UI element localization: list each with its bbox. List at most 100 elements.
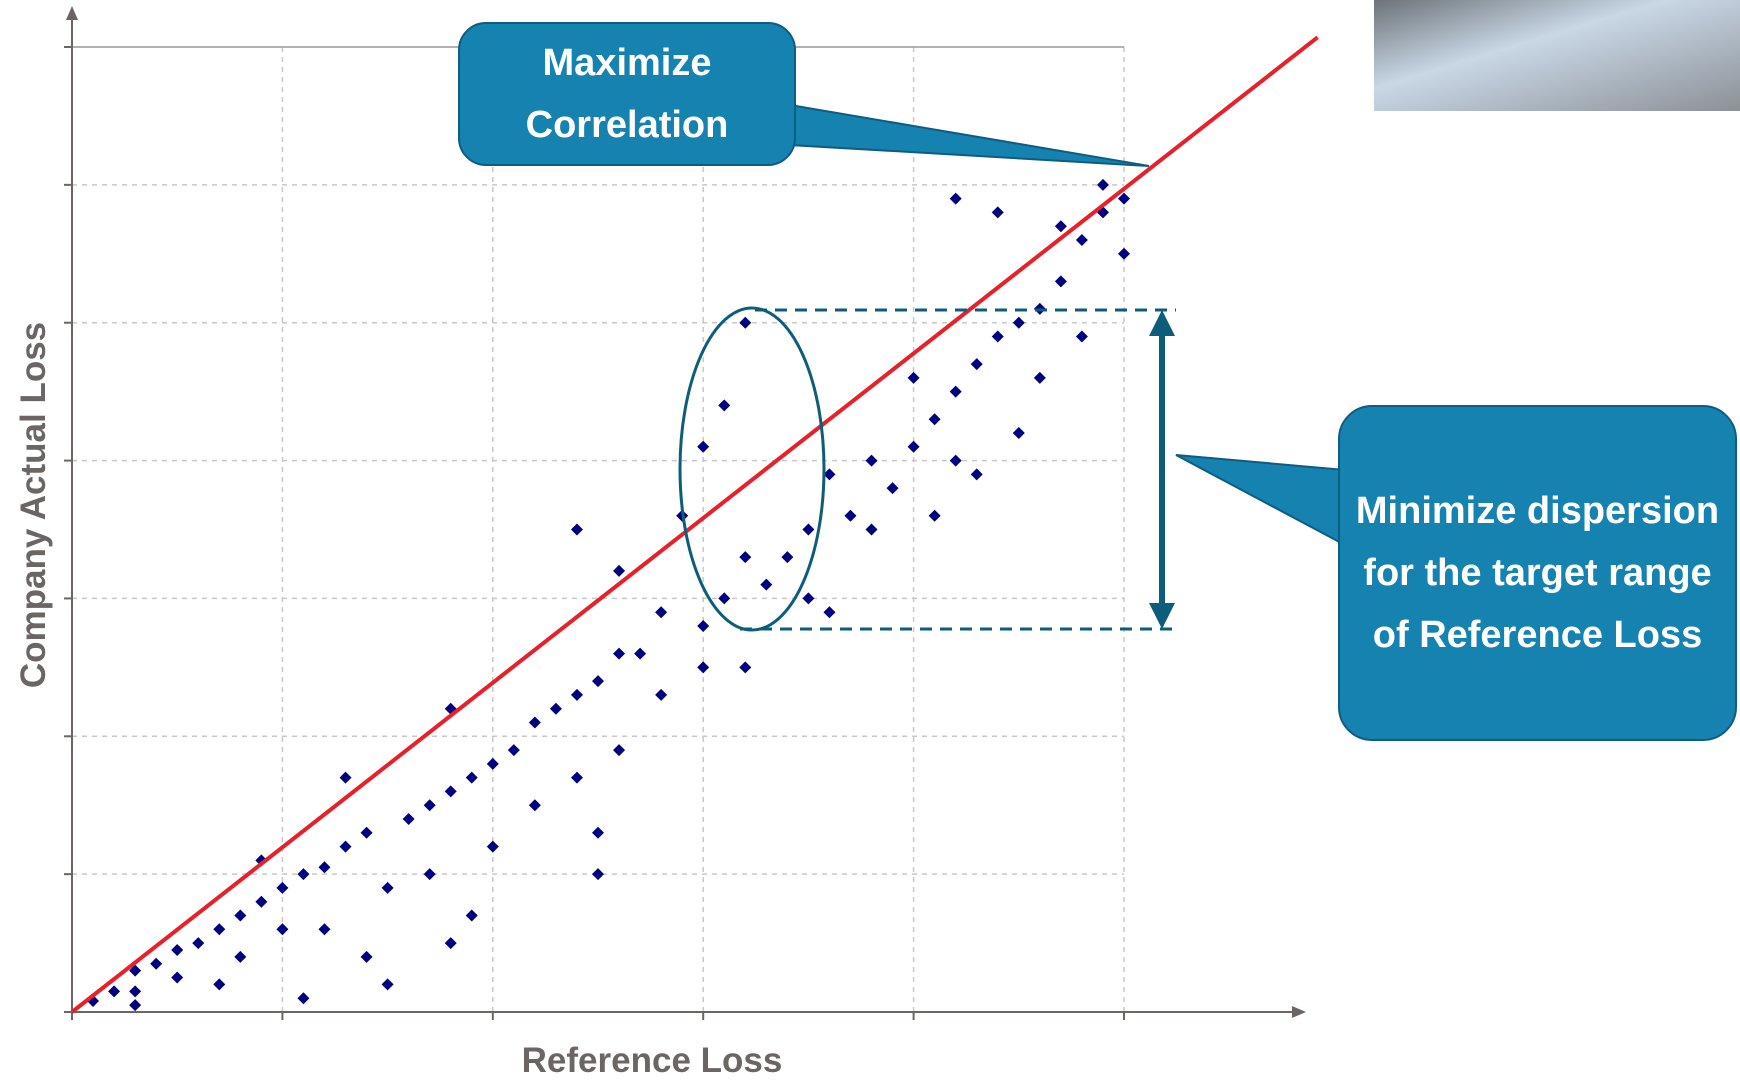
callout: Minimize dispersion for the target range… [1338, 405, 1737, 741]
point [971, 358, 983, 370]
point [487, 841, 499, 853]
point [1013, 317, 1025, 329]
point [361, 951, 373, 963]
point [213, 923, 225, 935]
point [297, 868, 309, 880]
point [592, 868, 604, 880]
point [992, 206, 1004, 218]
point [634, 648, 646, 660]
point [866, 455, 878, 467]
point [529, 799, 541, 811]
point [739, 551, 751, 563]
point [929, 413, 941, 425]
point [213, 978, 225, 990]
point [382, 882, 394, 894]
point [655, 689, 667, 701]
point [613, 744, 625, 756]
point [255, 896, 267, 908]
point [950, 193, 962, 205]
callout-tail [1176, 455, 1345, 545]
point [340, 772, 352, 784]
point [234, 951, 246, 963]
point [466, 910, 478, 922]
point [802, 524, 814, 536]
point [1076, 234, 1088, 246]
point [508, 744, 520, 756]
point [1097, 179, 1109, 191]
x-axis-title: Reference Loss [522, 1041, 783, 1080]
point [950, 386, 962, 398]
point [908, 441, 920, 453]
point [1055, 275, 1067, 287]
point [823, 606, 835, 618]
highlight-ellipse [680, 308, 824, 630]
y-axis-title: Company Actual Loss [14, 322, 53, 688]
page: Reference Loss Company Actual Loss Maxim… [0, 0, 1740, 1084]
point [550, 703, 562, 715]
point [613, 648, 625, 660]
point [1013, 427, 1025, 439]
point [171, 972, 183, 984]
point [403, 813, 415, 825]
point [276, 923, 288, 935]
point [445, 785, 457, 797]
fit-line [72, 37, 1318, 1012]
point [613, 565, 625, 577]
point [760, 579, 772, 591]
point [234, 910, 246, 922]
point [318, 861, 330, 873]
point [697, 661, 709, 673]
point [718, 399, 730, 411]
point [1034, 372, 1046, 384]
point [171, 944, 183, 956]
point [655, 606, 667, 618]
point [108, 985, 120, 997]
point [781, 551, 793, 563]
point [571, 689, 583, 701]
point [887, 482, 899, 494]
range-arrow-head [1149, 603, 1175, 629]
point [950, 455, 962, 467]
point [697, 441, 709, 453]
point [361, 827, 373, 839]
point [929, 510, 941, 522]
point [382, 978, 394, 990]
puzzle-image [1374, 0, 1740, 111]
range-arrow-head [1149, 310, 1175, 336]
point [192, 937, 204, 949]
point [129, 999, 141, 1011]
point [1055, 220, 1067, 232]
point [992, 331, 1004, 343]
callout-tail [790, 105, 1149, 166]
point [571, 524, 583, 536]
point [445, 937, 457, 949]
point [340, 841, 352, 853]
point [739, 661, 751, 673]
point [529, 717, 541, 729]
point [866, 524, 878, 536]
point [908, 372, 920, 384]
point [466, 772, 478, 784]
point [276, 882, 288, 894]
point [571, 772, 583, 784]
point [297, 992, 309, 1004]
point [424, 868, 436, 880]
point [129, 985, 141, 997]
callout: Maximize Correlation [458, 22, 796, 166]
point [318, 923, 330, 935]
point [739, 317, 751, 329]
point [424, 799, 436, 811]
point [592, 675, 604, 687]
point [802, 592, 814, 604]
point [718, 592, 730, 604]
y-axis-arrow [66, 6, 78, 20]
point [1076, 331, 1088, 343]
point [1118, 248, 1130, 260]
point [971, 468, 983, 480]
point [487, 758, 499, 770]
point [697, 620, 709, 632]
x-axis-arrow [1292, 1006, 1306, 1018]
point [150, 958, 162, 970]
point [844, 510, 856, 522]
point [592, 827, 604, 839]
